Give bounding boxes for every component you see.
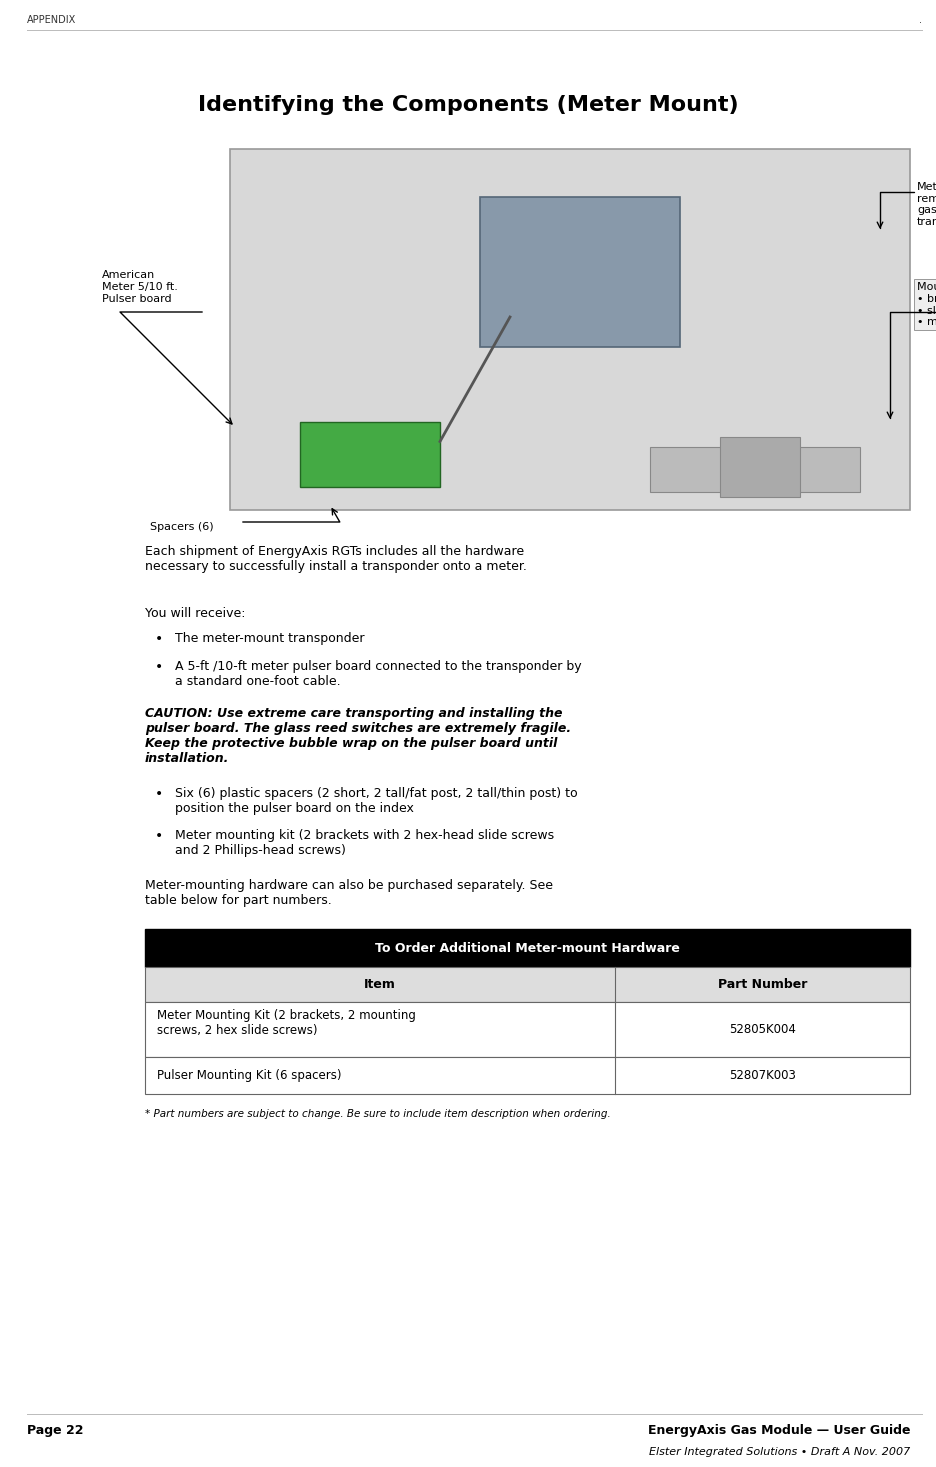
Bar <box>145 1058 909 1094</box>
Text: 52805K004: 52805K004 <box>728 1022 796 1036</box>
Text: Meter-mount
remote VRT
gas
transponder: Meter-mount remote VRT gas transponder <box>916 182 936 227</box>
Bar <box>650 447 859 491</box>
Text: EnergyAxis Gas Module — User Guide: EnergyAxis Gas Module — User Guide <box>647 1424 909 1438</box>
Text: The meter-mount transponder: The meter-mount transponder <box>175 632 364 645</box>
Text: Item: Item <box>364 978 396 992</box>
Text: 52807K003: 52807K003 <box>728 1069 796 1083</box>
Bar <box>145 1002 909 1058</box>
Text: •: • <box>154 786 163 801</box>
Text: Meter-mounting hardware can also be purchased separately. See
table below for pa: Meter-mounting hardware can also be purc… <box>145 879 552 907</box>
Text: To Order Additional Meter-mount Hardware: To Order Additional Meter-mount Hardware <box>374 942 680 955</box>
Text: American
Meter 5/10 ft.
Pulser board: American Meter 5/10 ft. Pulser board <box>102 270 178 304</box>
Bar <box>145 967 909 1002</box>
Bar <box>719 437 799 497</box>
Text: Meter Mounting Kit (2 brackets, 2 mounting
screws, 2 hex slide screws): Meter Mounting Kit (2 brackets, 2 mounti… <box>157 1009 416 1037</box>
Text: Page 22: Page 22 <box>27 1424 83 1438</box>
Bar <box>145 929 909 967</box>
Text: Meter mounting kit (2 brackets with 2 hex-head slide screws
and 2 Phillips-head : Meter mounting kit (2 brackets with 2 he… <box>175 829 553 857</box>
Text: •: • <box>154 829 163 844</box>
Text: A 5-ft /10-ft meter pulser board connected to the transponder by
a standard one-: A 5-ft /10-ft meter pulser board connect… <box>175 660 581 688</box>
Text: •: • <box>154 660 163 673</box>
Text: * Part numbers are subject to change. Be sure to include item description when o: * Part numbers are subject to change. Be… <box>145 1109 610 1119</box>
Text: Part Number: Part Number <box>717 978 807 992</box>
Text: Identifying the Components (Meter Mount): Identifying the Components (Meter Mount) <box>198 95 738 114</box>
Text: .: . <box>918 15 921 25</box>
Text: Spacers (6): Spacers (6) <box>150 522 213 533</box>
Text: Pulser Mounting Kit (6 spacers): Pulser Mounting Kit (6 spacers) <box>157 1069 341 1083</box>
Text: Elster Integrated Solutions • Draft A Nov. 2007: Elster Integrated Solutions • Draft A No… <box>648 1446 909 1457</box>
Text: CAUTION: Use extreme care transporting and installing the
pulser board. The glas: CAUTION: Use extreme care transporting a… <box>145 707 571 764</box>
Text: Each shipment of EnergyAxis RGTs includes all the hardware
necessary to successf: Each shipment of EnergyAxis RGTs include… <box>145 546 526 574</box>
Text: APPENDIX: APPENDIX <box>27 15 76 25</box>
Text: Six (6) plastic spacers (2 short, 2 tall/fat post, 2 tall/thin post) to
position: Six (6) plastic spacers (2 short, 2 tall… <box>175 786 577 816</box>
Bar <box>479 197 680 348</box>
Text: You will receive:: You will receive: <box>145 607 245 621</box>
Text: Mounting kit with:
• brackets (2)
• slide screws (2)
• mounting screws (2): Mounting kit with: • brackets (2) • slid… <box>916 282 936 327</box>
Bar <box>229 150 909 511</box>
Text: •: • <box>154 632 163 645</box>
Bar <box>300 422 440 487</box>
